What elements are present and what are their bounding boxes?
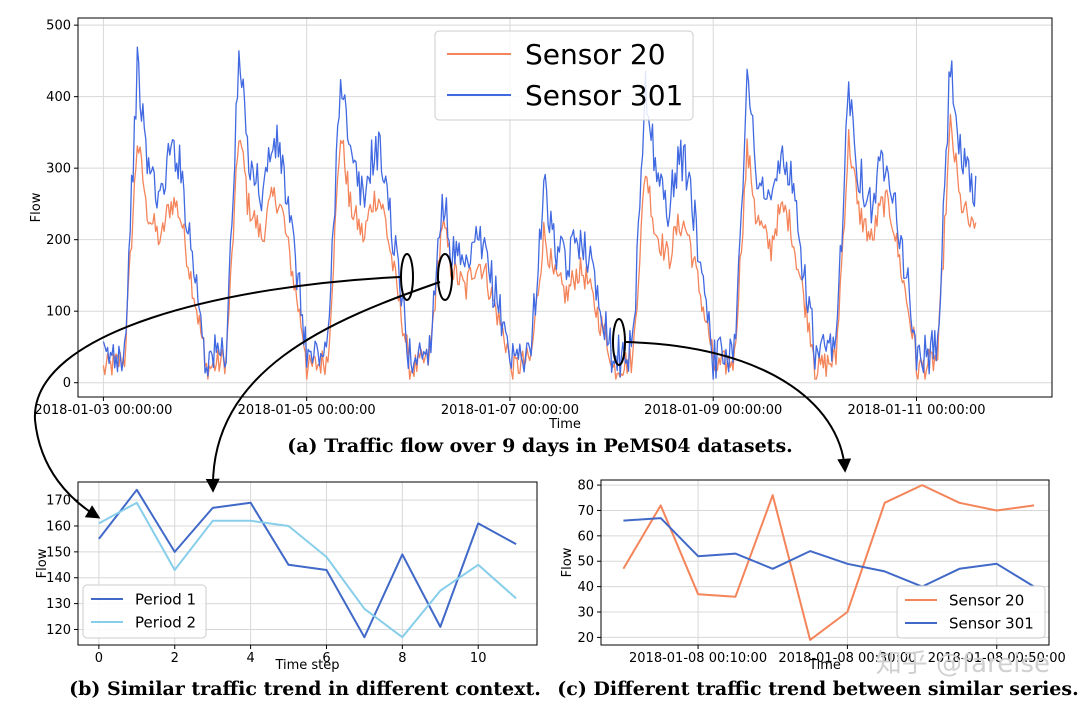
y-axis-label: Flow (35, 548, 50, 578)
legend: Sensor 20 Sensor 301 (434, 30, 694, 121)
y-tick-label: 130 (46, 597, 71, 612)
y-tick-label: 70 (577, 504, 594, 519)
y-tick-label: 140 (46, 571, 71, 586)
series-line-sensor-20 (622, 484, 1035, 641)
y-tick-label: 50 (577, 555, 594, 570)
x-tick-label: 2018-01-11 00:00:00 (847, 403, 985, 418)
plot-frame (77, 481, 538, 646)
x-axis-label: Time step (274, 658, 339, 673)
y-tick-label: 200 (46, 233, 71, 248)
caption: (b) Similar traffic trend in different c… (69, 678, 541, 700)
y-tick-label: 30 (577, 606, 594, 621)
x-tick-label: 2018-01-09 00:00:00 (644, 403, 782, 418)
x-tick-label: 2018-01-07 00:00:00 (441, 403, 579, 418)
plot-frame (600, 479, 1050, 646)
x-tick-label: 2018-01-03 00:00:00 (34, 403, 172, 418)
arrow-to-period-1 (33, 276, 401, 519)
series-line-period-1 (98, 488, 517, 639)
watermark: 知乎 @fareise (876, 649, 1050, 679)
y-tick-label: 0 (63, 376, 71, 391)
y-tick-label: 300 (46, 162, 71, 177)
y-tick-label: 60 (577, 529, 594, 544)
x-tick-label: 8 (398, 651, 406, 666)
chart-c: 20 30 40 50 60 70 80 2018-01-08 00:10:00 2018-01… (557, 479, 1078, 700)
y-tick-label: 120 (46, 623, 71, 638)
x-tick-label: 0 (95, 651, 103, 666)
series-line-sensor-301 (623, 517, 1035, 588)
caption: (a) Traffic flow over 9 days in PeMS04 d… (287, 435, 793, 457)
y-axis-label: Flow (29, 192, 44, 222)
legend-label: Sensor 301 (949, 614, 1034, 632)
x-tick-label: 6 (322, 651, 330, 666)
y-axis-label: Flow (560, 547, 575, 577)
arrow-to-chart-c (624, 341, 852, 473)
arrow-to-period-2 (205, 281, 441, 493)
legend-label: Period 1 (135, 590, 196, 608)
plot-frame (77, 17, 1053, 398)
x-tick-label: 2 (171, 651, 179, 666)
y-tick-label: 80 (577, 479, 594, 494)
highlight-ellipse-1 (400, 253, 414, 301)
x-tick-label: 4 (246, 651, 254, 666)
chart-a: 0 100 200 300 400 500 2018-01-03 00:00:00 2018-… (29, 17, 1053, 457)
x-tick-label: 2018-01-08 00:10:00 (629, 651, 767, 666)
x-axis-label: Time (808, 658, 841, 673)
y-tick-label: 400 (46, 90, 71, 105)
legend-label: Sensor 20 (525, 38, 666, 71)
y-tick-label: 160 (46, 519, 71, 534)
series-line-sensor-301 (102, 46, 977, 380)
legend-label: Period 2 (135, 613, 196, 631)
y-tick-label: 170 (46, 494, 71, 509)
x-tick-label: 2018-01-08 00:30:00 (778, 651, 916, 666)
y-tick-label: 100 (46, 305, 71, 320)
legend: Period 1 Period 2 (82, 584, 207, 639)
annotation-layer (33, 253, 852, 519)
caption: (c) Different traffic trend between simi… (557, 678, 1078, 700)
y-tick-label: 500 (46, 19, 71, 34)
y-tick-label: 150 (46, 545, 71, 560)
legend-label: Sensor 301 (525, 79, 683, 112)
series-line-sensor-20 (102, 113, 977, 380)
x-tick-label: 10 (470, 651, 487, 666)
y-tick-label: 20 (577, 631, 594, 646)
x-tick-label: 2018-01-05 00:00:00 (238, 403, 376, 418)
series-line-period-2 (98, 501, 517, 639)
x-tick-label: 2018-01-08 00:50:00 (928, 651, 1066, 666)
legend: Sensor 20 Sensor 301 (896, 585, 1046, 639)
highlight-ellipse-2 (437, 253, 453, 301)
x-axis-label: Time (548, 417, 581, 432)
legend-label: Sensor 20 (949, 591, 1024, 609)
chart-b: 120 130 140 150 160 170 0 2 4 6 8 10 Time step Flow (b… (35, 481, 541, 700)
y-tick-label: 40 (577, 580, 594, 595)
